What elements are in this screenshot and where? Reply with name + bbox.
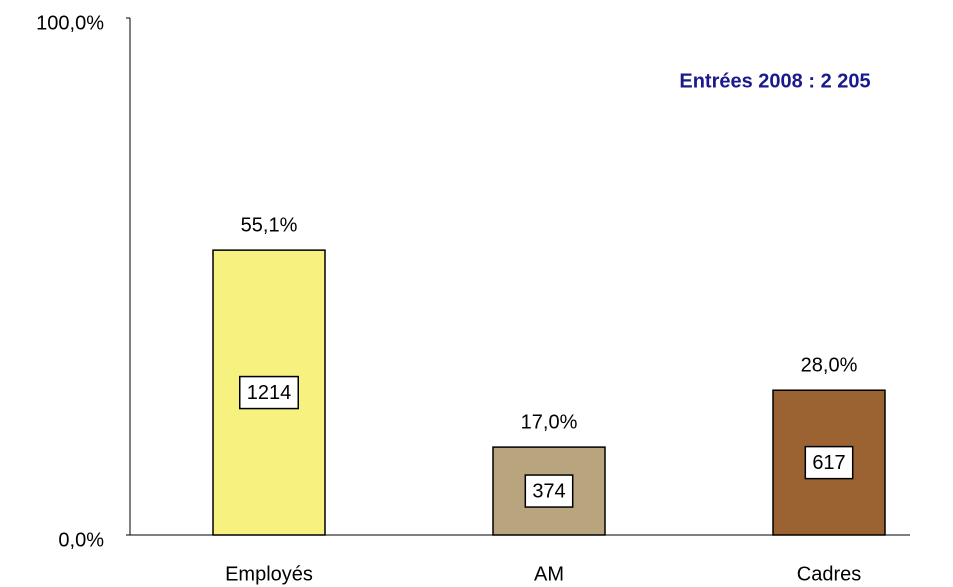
- count-box: [239, 375, 299, 410]
- x-tick-label: Cadres: [797, 563, 861, 585]
- y-tick-label: 100,0%: [36, 12, 104, 34]
- count-label: 617: [812, 452, 845, 474]
- count-label: 1214: [247, 382, 292, 404]
- annotation: Entrées 2008 : 2 205: [679, 70, 870, 92]
- count-box: [524, 474, 574, 508]
- value-label: 17,0%: [521, 411, 578, 433]
- x-tick-label: AM: [534, 563, 564, 585]
- value-label: 55,1%: [241, 214, 298, 236]
- y-tick-label: 0,0%: [58, 529, 104, 551]
- x-tick-label: Employés: [225, 563, 313, 585]
- count-box: [804, 445, 854, 480]
- value-label: 28,0%: [801, 355, 858, 377]
- count-label: 374: [532, 480, 565, 502]
